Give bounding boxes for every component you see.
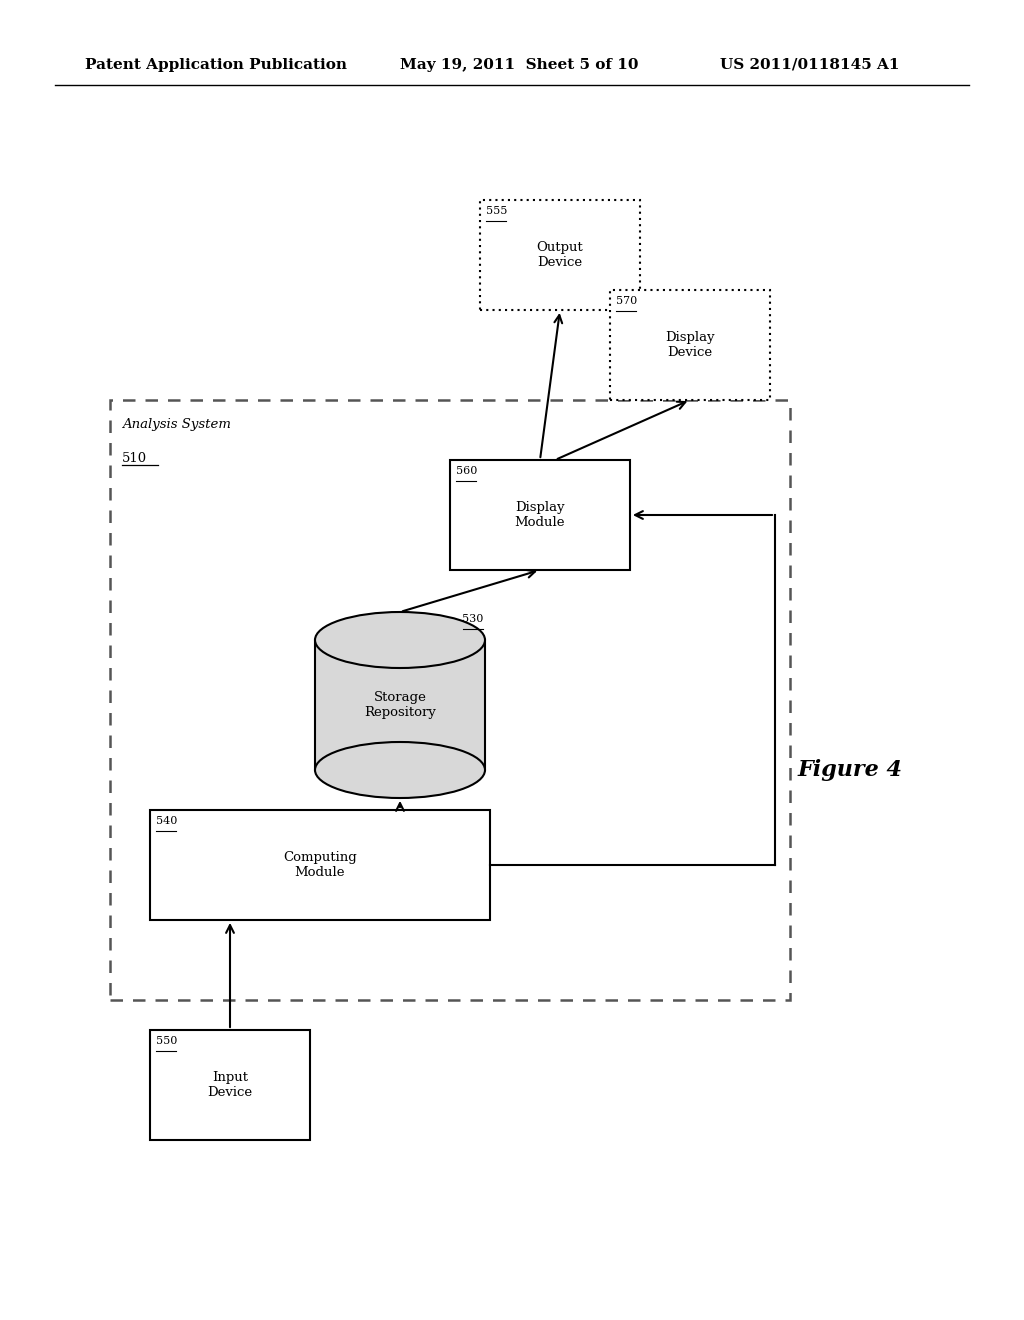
Text: US 2011/0118145 A1: US 2011/0118145 A1 (720, 58, 899, 73)
Bar (150, 810, 490, 920)
Text: Display
Device: Display Device (666, 331, 715, 359)
Bar (315, 640, 485, 770)
Text: Computing
Module: Computing Module (283, 851, 357, 879)
Text: Patent Application Publication: Patent Application Publication (85, 58, 347, 73)
Text: 530: 530 (462, 614, 483, 624)
Text: May 19, 2011  Sheet 5 of 10: May 19, 2011 Sheet 5 of 10 (400, 58, 639, 73)
Bar (150, 1030, 310, 1140)
Text: Analysis System: Analysis System (122, 418, 231, 432)
Bar (480, 201, 640, 310)
Bar (110, 400, 790, 1001)
Text: 550: 550 (156, 1036, 177, 1045)
Bar (450, 459, 630, 570)
Text: 510: 510 (122, 451, 147, 465)
Text: 570: 570 (616, 296, 637, 306)
Text: 540: 540 (156, 816, 177, 826)
Text: Display
Module: Display Module (515, 502, 565, 529)
Text: Figure 4: Figure 4 (798, 759, 902, 781)
Text: 555: 555 (486, 206, 507, 216)
Ellipse shape (315, 612, 485, 668)
Text: 560: 560 (456, 466, 477, 477)
Text: Input
Device: Input Device (208, 1071, 253, 1100)
Text: Storage
Repository: Storage Repository (365, 690, 436, 719)
Text: Output
Device: Output Device (537, 242, 584, 269)
Bar (610, 290, 770, 400)
Ellipse shape (315, 742, 485, 799)
